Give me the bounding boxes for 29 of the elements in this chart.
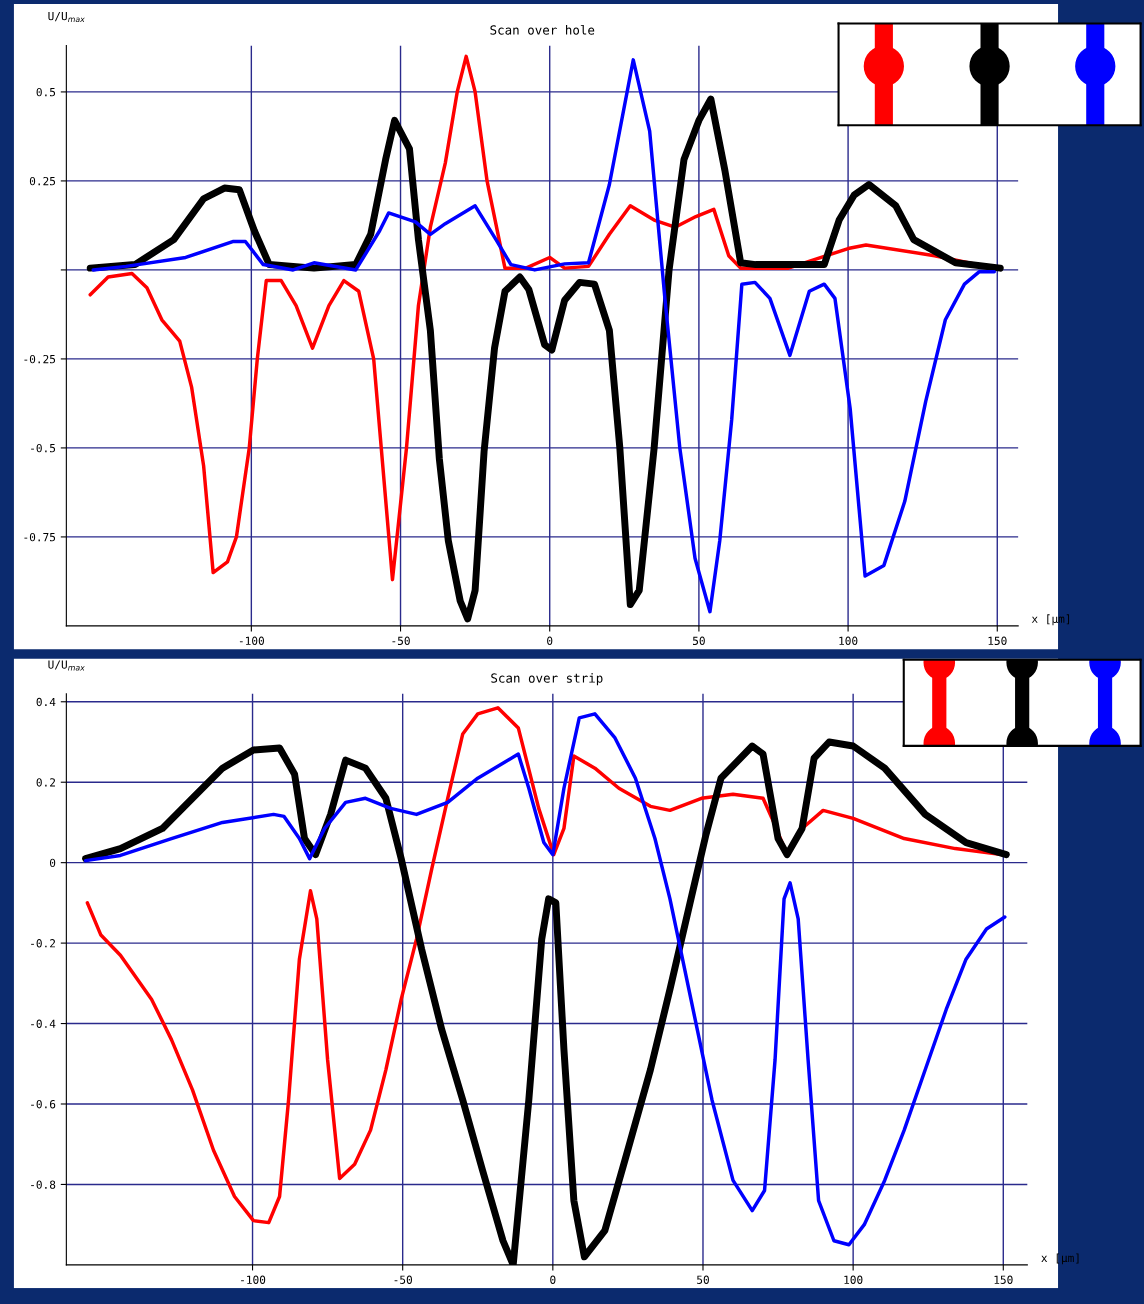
y-axis-title: U/U$_{max}$ xyxy=(48,12,85,23)
y-tick-label: 0.5 xyxy=(36,87,56,97)
y-tick-label: -0.2 xyxy=(31,939,55,948)
y-tick-label: 0 xyxy=(49,858,56,868)
x-tick-label: 50 xyxy=(692,636,705,645)
chart-title: Scan over strip xyxy=(491,673,603,686)
y-tick-label: -0.6 xyxy=(31,1100,56,1109)
y-tick-label: 0.2 xyxy=(36,778,55,787)
x-tick-label: 150 xyxy=(994,1275,1013,1284)
x-tick-label: -50 xyxy=(394,1275,412,1284)
x-tick-label: -50 xyxy=(392,636,410,645)
x-tick-label: 0 xyxy=(547,636,553,645)
y-axis-title: U/U$_{max}$ xyxy=(48,660,85,671)
y-tick-label: -0.75 xyxy=(24,532,56,542)
x-tick-label: 0 xyxy=(550,1275,556,1284)
x-axis-title: x [μm] xyxy=(1031,614,1070,626)
y-tick-label: 0.25 xyxy=(29,176,56,186)
x-tick-label: 50 xyxy=(697,1275,709,1284)
y-tick-label: -0.8 xyxy=(31,1180,56,1189)
chart-title: Scan over hole xyxy=(490,24,595,35)
x-tick-label: -100 xyxy=(241,1275,266,1284)
y-tick-label: -0.4 xyxy=(31,1019,56,1028)
x-tick-label: 100 xyxy=(839,636,858,645)
y-tick-label: 0.4 xyxy=(36,697,56,707)
x-tick-label: 150 xyxy=(988,636,1007,645)
y-tick-label: -0.25 xyxy=(24,354,56,364)
y-tick-label: -0.5 xyxy=(31,443,56,453)
x-tick-label: -100 xyxy=(239,636,264,645)
x-tick-label: 100 xyxy=(844,1275,863,1284)
